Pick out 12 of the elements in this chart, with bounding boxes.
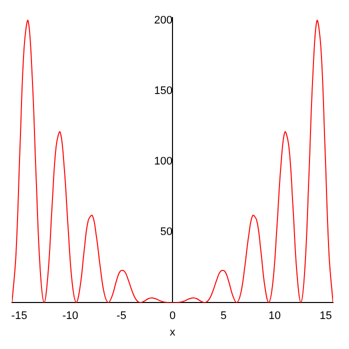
x-tick-label: 0 — [169, 310, 176, 322]
y-tick-label: 150 — [154, 85, 172, 97]
y-tick-label: 200 — [154, 14, 172, 26]
x-axis-title: x — [170, 326, 176, 338]
x-tick-label: -5 — [116, 310, 126, 322]
y-tick-label: 100 — [154, 156, 172, 168]
x-tick-label: 15 — [320, 310, 332, 322]
x-tick-label: -10 — [62, 310, 78, 322]
x-tick-label: 5 — [220, 310, 227, 322]
x-tick-label: -15 — [11, 310, 28, 322]
y-tick-label: 50 — [160, 226, 172, 238]
x-tick-label: 10 — [268, 310, 281, 322]
